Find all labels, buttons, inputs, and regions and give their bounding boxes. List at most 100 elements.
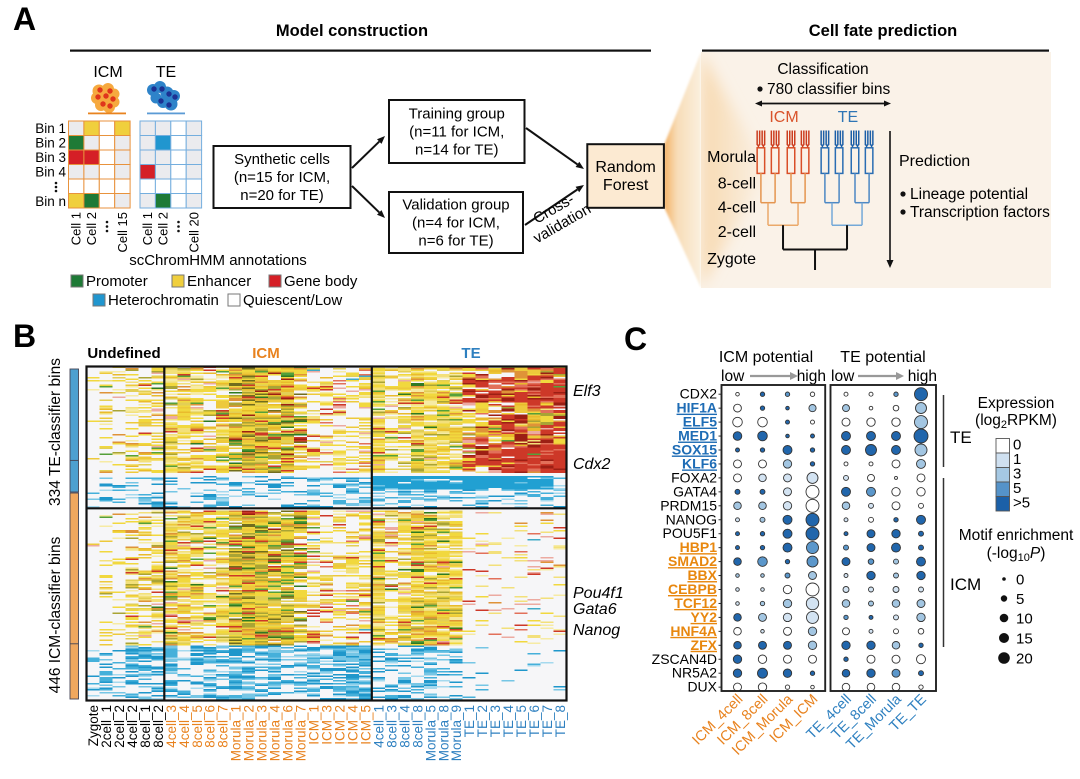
svg-text:Morula_6: Morula_6 [281,705,296,761]
svg-text:8cell_2: 8cell_2 [151,705,166,748]
svg-text:Prediction: Prediction [899,153,970,170]
svg-text:ICM potential: ICM potential [719,349,813,366]
svg-text:n=20 for TE): n=20 for TE) [240,187,324,204]
svg-text:0: 0 [1013,437,1021,454]
svg-text:scChromHMM annotations: scChromHMM annotations [129,252,307,269]
svg-text:Cell 2: Cell 2 [84,212,99,245]
svg-text:15: 15 [1016,631,1033,648]
svg-text:Bin 2: Bin 2 [35,136,66,151]
svg-text:Bin 1: Bin 1 [35,121,66,136]
svg-text:Morula_4: Morula_4 [268,705,283,762]
svg-text:Bin 3: Bin 3 [35,150,66,165]
svg-text:DUX: DUX [687,679,717,695]
svg-text:334 TE-classifier bins: 334 TE-classifier bins [47,358,64,506]
svg-text:Random: Random [595,159,655,176]
svg-text:10: 10 [1016,611,1033,628]
svg-text:(log2RPKM): (log2RPKM) [975,412,1057,431]
svg-text:Morula_8: Morula_8 [436,705,451,761]
svg-text:Motif enrichment: Motif enrichment [959,527,1074,544]
svg-text:n=14 for TE): n=14 for TE) [415,142,499,159]
svg-text:NANOG: NANOG [666,511,717,527]
svg-text:HBP1: HBP1 [680,539,718,555]
svg-text:FOXA2: FOXA2 [671,469,717,485]
svg-text:Promoter: Promoter [86,273,148,290]
svg-text:8cell_6: 8cell_6 [203,705,218,748]
svg-text:MED1: MED1 [678,428,717,444]
svg-text:ICM: ICM [252,345,280,362]
svg-text:TE_8: TE_8 [553,705,568,737]
svg-text:ELF5: ELF5 [683,414,717,430]
svg-text:B: B [13,318,36,354]
svg-text:2cell_2: 2cell_2 [112,705,127,748]
svg-text:Zygote: Zygote [86,705,101,746]
svg-text:8cell_7: 8cell_7 [216,705,231,748]
svg-text:8cell_3: 8cell_3 [384,705,399,748]
svg-text:3: 3 [1013,466,1021,483]
svg-text:TE: TE [461,345,480,362]
svg-text:low: low [831,368,855,385]
svg-text:n=6 for TE): n=6 for TE) [418,233,493,250]
svg-text:Cell 20: Cell 20 [186,212,201,252]
svg-text:8cell_1: 8cell_1 [138,705,153,748]
svg-text:8-cell: 8-cell [718,176,756,193]
svg-text:TE_7: TE_7 [540,705,555,737]
svg-text:HNF4A: HNF4A [670,623,717,639]
svg-text:780 classifier bins: 780 classifier bins [767,81,890,98]
svg-text:4cell_4: 4cell_4 [177,705,192,748]
svg-text:5: 5 [1013,480,1021,497]
svg-text:>5: >5 [1013,495,1030,512]
svg-text:high: high [797,368,826,385]
svg-text:Transcription factors: Transcription factors [910,204,1050,221]
svg-text:Enhancer: Enhancer [187,273,251,290]
svg-text:A: A [13,1,36,37]
svg-text:TE_6: TE_6 [527,705,542,737]
svg-text:Training group: Training group [409,106,505,123]
svg-text:446 ICM-classifier bins: 446 ICM-classifier bins [47,536,64,693]
svg-text:Model construction: Model construction [276,22,428,40]
svg-text:(n=4 for ICM,: (n=4 for ICM, [412,215,500,232]
svg-text:ICM_1: ICM_1 [307,705,322,745]
svg-text:Elf3: Elf3 [573,383,601,400]
svg-text:Nanog: Nanog [573,622,620,639]
svg-text:Morula_9: Morula_9 [449,705,464,761]
svg-text:Zygote: Zygote [707,251,756,268]
svg-text:TCF12: TCF12 [674,595,717,611]
svg-text:4cell_1: 4cell_1 [371,705,386,748]
svg-text:HIF1A: HIF1A [677,400,717,416]
svg-text:20: 20 [1016,651,1033,668]
svg-text:4cell_3: 4cell_3 [164,705,179,748]
svg-text:Pou4f1: Pou4f1 [573,585,624,602]
svg-text:(-log10P): (-log10P) [987,545,1046,564]
svg-text:Cell 1: Cell 1 [140,212,155,245]
svg-text:Quiescent/Low: Quiescent/Low [243,292,342,309]
svg-text:PRDM15: PRDM15 [660,497,717,513]
svg-text:ZFX: ZFX [691,637,718,653]
svg-text:4-cell: 4-cell [718,200,756,217]
svg-text:2-cell: 2-cell [718,224,756,241]
svg-text:ZSCAN4D: ZSCAN4D [652,651,717,667]
svg-text:low: low [721,368,745,385]
svg-text:ICM: ICM [769,109,798,126]
svg-text:Cell 1: Cell 1 [69,212,84,245]
svg-text:Cell 2: Cell 2 [156,212,171,245]
svg-text:TE_2: TE_2 [475,705,490,737]
svg-text:TE_4: TE_4 [501,705,516,738]
svg-text:ICM: ICM [93,64,122,81]
svg-text:ICM_3: ICM_3 [320,705,335,745]
svg-text:Validation group: Validation group [402,197,509,214]
svg-text:Lineage potential: Lineage potential [910,186,1028,203]
svg-text:ICM: ICM [950,575,981,594]
svg-text:2cell_1: 2cell_1 [99,705,114,748]
svg-text:TE: TE [156,64,176,81]
svg-text:Morula_7: Morula_7 [294,705,309,761]
svg-text:Forest: Forest [603,177,649,194]
svg-text:KLF6: KLF6 [682,455,717,471]
svg-text:Cdx2: Cdx2 [573,456,610,473]
svg-text:Heterochromatin: Heterochromatin [108,292,219,309]
svg-text:high: high [908,368,937,385]
svg-text:Cell fate prediction: Cell fate prediction [809,22,958,40]
svg-text:1: 1 [1013,451,1021,468]
svg-text:8cell_8: 8cell_8 [410,705,425,748]
svg-text:ICM_5: ICM_5 [358,705,373,745]
svg-text:Morula_2: Morula_2 [242,705,257,761]
